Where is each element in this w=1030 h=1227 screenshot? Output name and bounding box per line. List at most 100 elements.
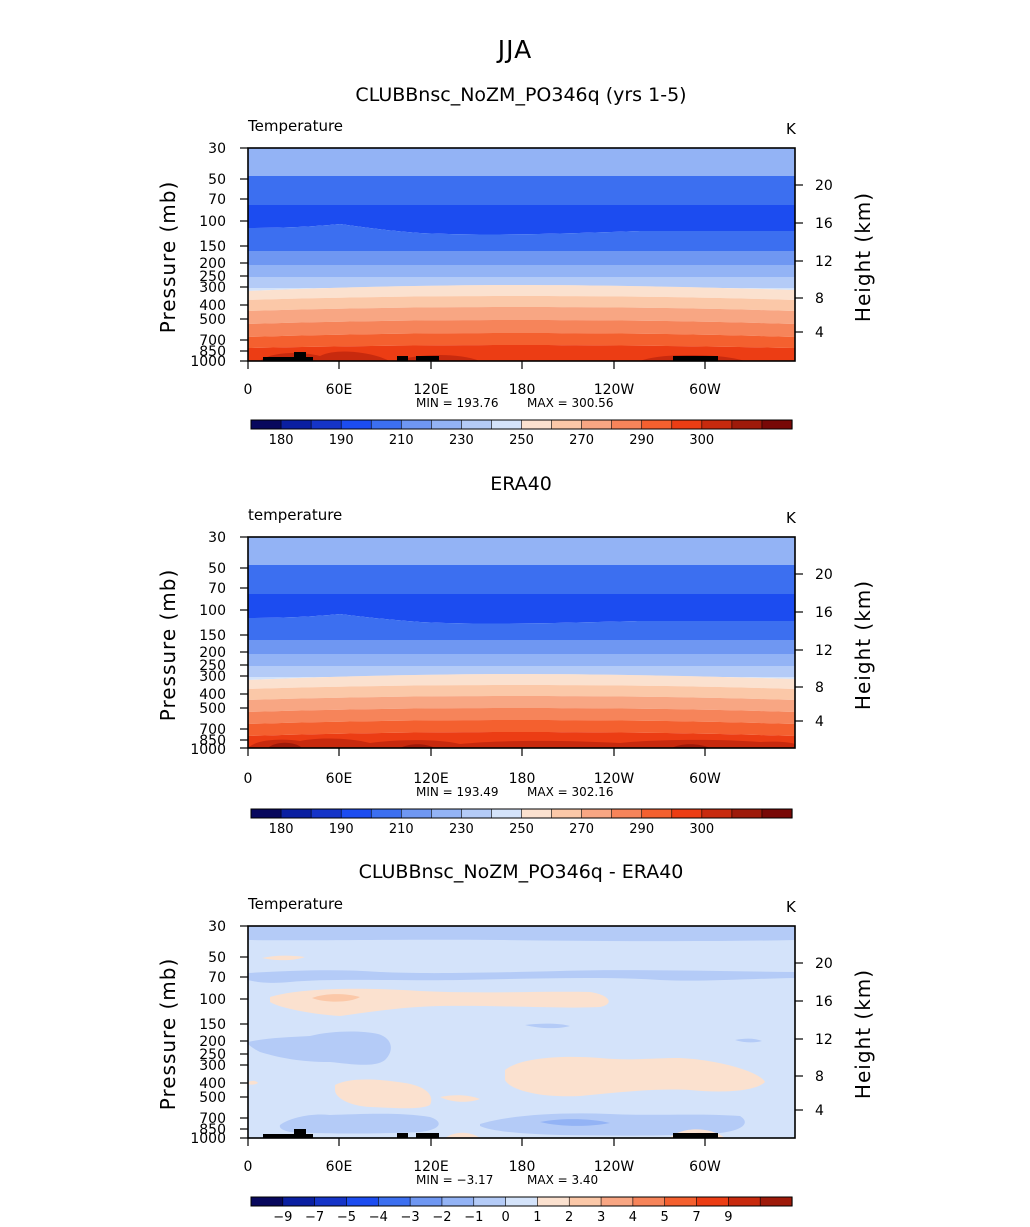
tick-label: 500 xyxy=(199,312,226,328)
variable-label: Temperature xyxy=(247,117,343,135)
colorbar-label: 210 xyxy=(389,822,414,837)
tick-label: 70 xyxy=(208,192,226,208)
lon-tick-label: 60E xyxy=(326,771,353,787)
diff-100-positive xyxy=(270,988,609,1016)
colorbar-swatch xyxy=(250,419,282,430)
left-axis-labels: 30 50 70 100 150 200 250 300 400 500 700… xyxy=(190,530,226,758)
colorbar-swatch xyxy=(568,1196,602,1207)
right-axis-title: Height (km) xyxy=(851,192,875,322)
colorbar-label: −9 xyxy=(273,1210,292,1225)
band-240-250 xyxy=(248,666,795,677)
colorbar-label: 190 xyxy=(329,433,354,448)
colorbar-swatch xyxy=(310,419,342,430)
colorbar-swatch xyxy=(409,1196,443,1207)
tick-label: 1000 xyxy=(190,742,226,758)
tick-label: 700 xyxy=(199,1111,226,1127)
colorbar-swatch xyxy=(340,808,372,819)
bottom-axis-labels: 0 60E 120E 180 120W 60W xyxy=(244,1159,721,1175)
colorbar-label: −4 xyxy=(369,1210,388,1225)
band-150-220 xyxy=(248,614,795,640)
lon-tick-label: 60W xyxy=(689,771,721,787)
colorbar-label: 230 xyxy=(449,822,474,837)
tick-label: 400 xyxy=(199,1076,226,1092)
colorbar-swatch xyxy=(731,808,763,819)
colorbar-swatch xyxy=(340,419,372,430)
colorbar-swatch xyxy=(491,419,523,430)
diff-500-small xyxy=(248,1080,480,1102)
contour-fill xyxy=(248,537,795,748)
colorbar-label: 4 xyxy=(629,1210,637,1225)
left-axis-labels: 30 50 70 100 150 200 250 300 400 500 700… xyxy=(190,919,226,1147)
band-230-240 xyxy=(248,654,795,666)
tick-label: 1000 xyxy=(190,354,226,370)
band-220-230 xyxy=(248,251,795,265)
right-axis-ticks xyxy=(795,184,803,333)
band-285-290 xyxy=(248,720,795,736)
colorbar-label: −5 xyxy=(337,1210,356,1225)
colorbar-swatch xyxy=(611,419,643,430)
lon-tick-label: 180 xyxy=(509,382,536,398)
y-axis-title: Pressure (mb) xyxy=(156,958,180,1111)
right-axis-title: Height (km) xyxy=(851,580,875,710)
colorbar-label: 1 xyxy=(533,1210,541,1225)
figure-suptitle: JJA xyxy=(496,35,532,64)
right-axis-labels: 4 8 12 16 20 xyxy=(815,178,833,341)
band-220-230 xyxy=(248,640,795,654)
colorbar-swatch xyxy=(761,419,793,430)
contour-fill xyxy=(248,148,795,361)
land-mask xyxy=(263,352,718,361)
tick-label: 250 xyxy=(199,1047,226,1063)
band-275-280 xyxy=(248,307,795,324)
lon-tick-label: 120E xyxy=(413,1159,449,1175)
lon-tick-label: 60W xyxy=(689,382,721,398)
tick-label: 400 xyxy=(199,687,226,703)
tick-label: 500 xyxy=(199,701,226,717)
colorbar-swatch xyxy=(400,808,432,819)
colorbar-label: 300 xyxy=(689,433,714,448)
colorbar-label: 210 xyxy=(389,433,414,448)
lon-tick-label: 120W xyxy=(594,771,635,787)
colorbar-label: 7 xyxy=(692,1210,700,1225)
colorbar-label: −7 xyxy=(305,1210,324,1225)
colorbar-swatch xyxy=(759,1196,793,1207)
diff-700-negative-strong xyxy=(540,1119,610,1126)
y-axis-title: Pressure (mb) xyxy=(156,181,180,334)
band-260-270 xyxy=(248,285,795,300)
tick-label: 700 xyxy=(199,722,226,738)
colorbar-swatch xyxy=(377,1196,411,1207)
diff-200-negative xyxy=(248,1031,391,1065)
diff-450-positive-west xyxy=(335,1079,432,1109)
tick-label: 1000 xyxy=(190,1131,226,1147)
colorbar-swatch xyxy=(731,419,763,430)
right-axis-ticks xyxy=(795,962,803,1111)
colorbar-label: −2 xyxy=(432,1210,451,1225)
min-label: MIN = 193.76 xyxy=(416,396,499,410)
max-label: MAX = 300.56 xyxy=(527,396,613,410)
lon-tick-label: 120E xyxy=(413,771,449,787)
colorbar-swatch xyxy=(696,1196,729,1207)
tick-label: 300 xyxy=(199,669,226,685)
tick-label: 150 xyxy=(199,628,226,644)
contour-fill xyxy=(248,926,795,1138)
colorbar-label: 180 xyxy=(269,822,294,837)
diff-700-negative xyxy=(279,1113,745,1136)
colorbar-swatch xyxy=(632,1196,666,1207)
height-tick-label: 16 xyxy=(815,605,833,621)
colorbar-swatch xyxy=(314,1196,348,1207)
colorbar: 180 190 210 230 250 270 290 300 xyxy=(250,419,793,448)
colorbar-swatch xyxy=(551,419,583,430)
diff-400-positive-east xyxy=(505,1056,765,1097)
lon-tick-label: 60E xyxy=(326,1159,353,1175)
max-label: MAX = 3.40 xyxy=(527,1173,598,1187)
tick-label: 150 xyxy=(199,1017,226,1033)
plot-area xyxy=(248,926,795,1138)
band-30-45 xyxy=(248,537,795,565)
height-tick-label: 16 xyxy=(815,216,833,232)
colorbar-swatch xyxy=(346,1196,379,1207)
tick-label: 70 xyxy=(208,581,226,597)
band-270-275 xyxy=(248,296,795,311)
colorbar-swatch xyxy=(431,808,462,819)
left-axis-ticks xyxy=(240,925,248,1139)
colorbar-label: 190 xyxy=(329,822,354,837)
band-tropopause xyxy=(248,594,795,624)
